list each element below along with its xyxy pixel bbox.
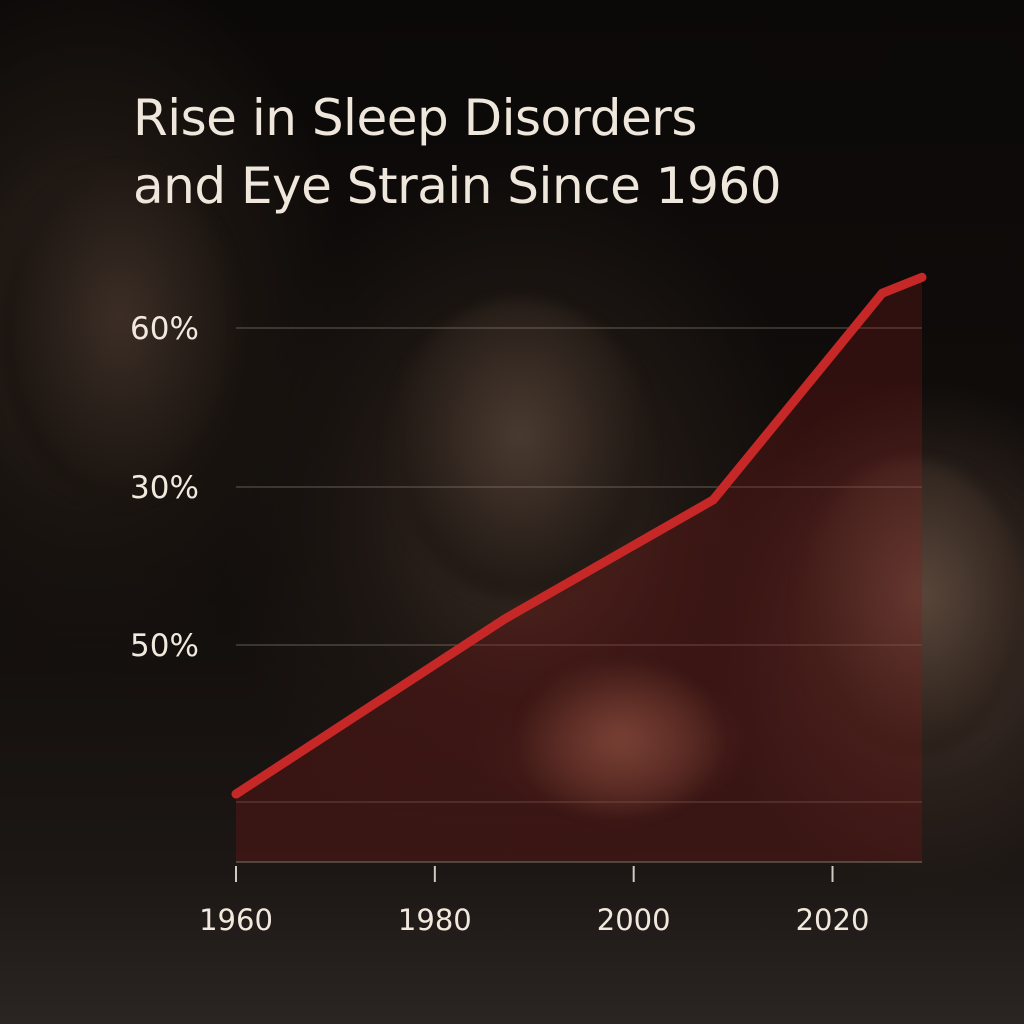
x-tick-label-1: 1980: [398, 903, 472, 937]
background-photo-center-person: [390, 300, 650, 600]
x-axis: [235, 861, 922, 882]
x-tick-label-0: 1960: [199, 903, 273, 937]
area-fill: [236, 277, 922, 862]
y-tick-label-1: 30%: [130, 470, 199, 506]
background-photo-left-person: [0, 170, 240, 500]
chart-title: Rise in Sleep Disorders and Eye Strain S…: [133, 84, 782, 220]
series-layer: [231, 272, 927, 799]
x-axis-ticks: 1960 1980 2000 2020: [199, 903, 869, 937]
y-axis: 60% 30% 50%: [130, 311, 199, 664]
x-tick-label-3: 2020: [796, 903, 870, 937]
y-tick-label-0: 60%: [130, 311, 199, 347]
y-tick-label-2: 50%: [130, 628, 199, 664]
x-tick-label-2: 2000: [597, 903, 671, 937]
series-area: [236, 277, 922, 862]
chart-title-line-1: Rise in Sleep Disorders: [133, 89, 697, 147]
chart-title-line-2: and Eye Strain Since 1960: [133, 157, 782, 215]
